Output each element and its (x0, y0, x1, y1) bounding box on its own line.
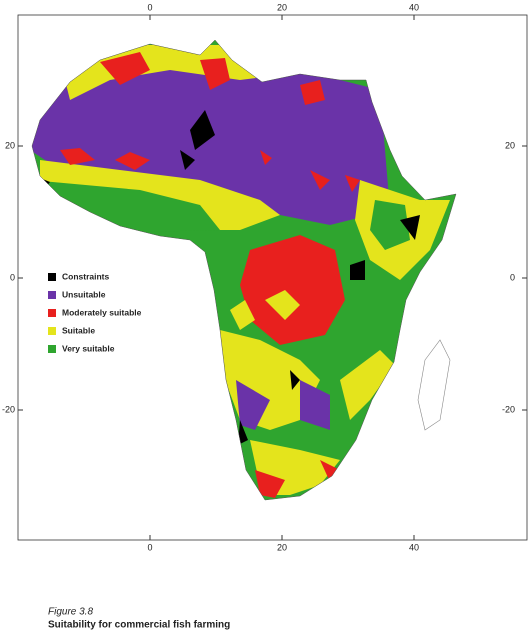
x-tick-label: 0 (147, 2, 152, 12)
y-tick-label: 20 (505, 140, 515, 150)
legend-swatch (48, 327, 56, 335)
madagascar-outline (417, 339, 451, 431)
x-tick-label: 20 (277, 542, 287, 552)
coastline (31, 39, 457, 501)
x-tick-label: 0 (147, 542, 152, 552)
x-tick-label: 40 (409, 542, 419, 552)
figure-number: Figure 3.8 (48, 607, 93, 618)
y-tick-label: 20 (5, 140, 15, 150)
legend-label: Suitable (62, 325, 95, 335)
legend-label: Unsuitable (62, 289, 106, 299)
y-tick-label: -20 (502, 404, 515, 414)
legend-swatch (48, 345, 56, 353)
legend: Constraints Unsuitable Moderately suitable… (48, 271, 142, 353)
legend-label: Constraints (62, 271, 110, 281)
legend-swatch (48, 273, 56, 281)
y-tick-label: 0 (10, 272, 15, 282)
legend-label: Very suitable (62, 343, 115, 353)
y-tick-label: -20 (2, 404, 15, 414)
figure-title: Suitability for commercial fish farming (48, 620, 230, 631)
x-tick-label: 20 (277, 2, 287, 12)
x-tick-label: 40 (409, 2, 419, 12)
legend-swatch (48, 291, 56, 299)
legend-swatch (48, 309, 56, 317)
legend-label: Moderately suitable (62, 307, 142, 317)
graticule-ticks: 0 0 20 20 40 40 20 20 0 0 -20 -20 (2, 2, 527, 552)
y-tick-label: 0 (510, 272, 515, 282)
